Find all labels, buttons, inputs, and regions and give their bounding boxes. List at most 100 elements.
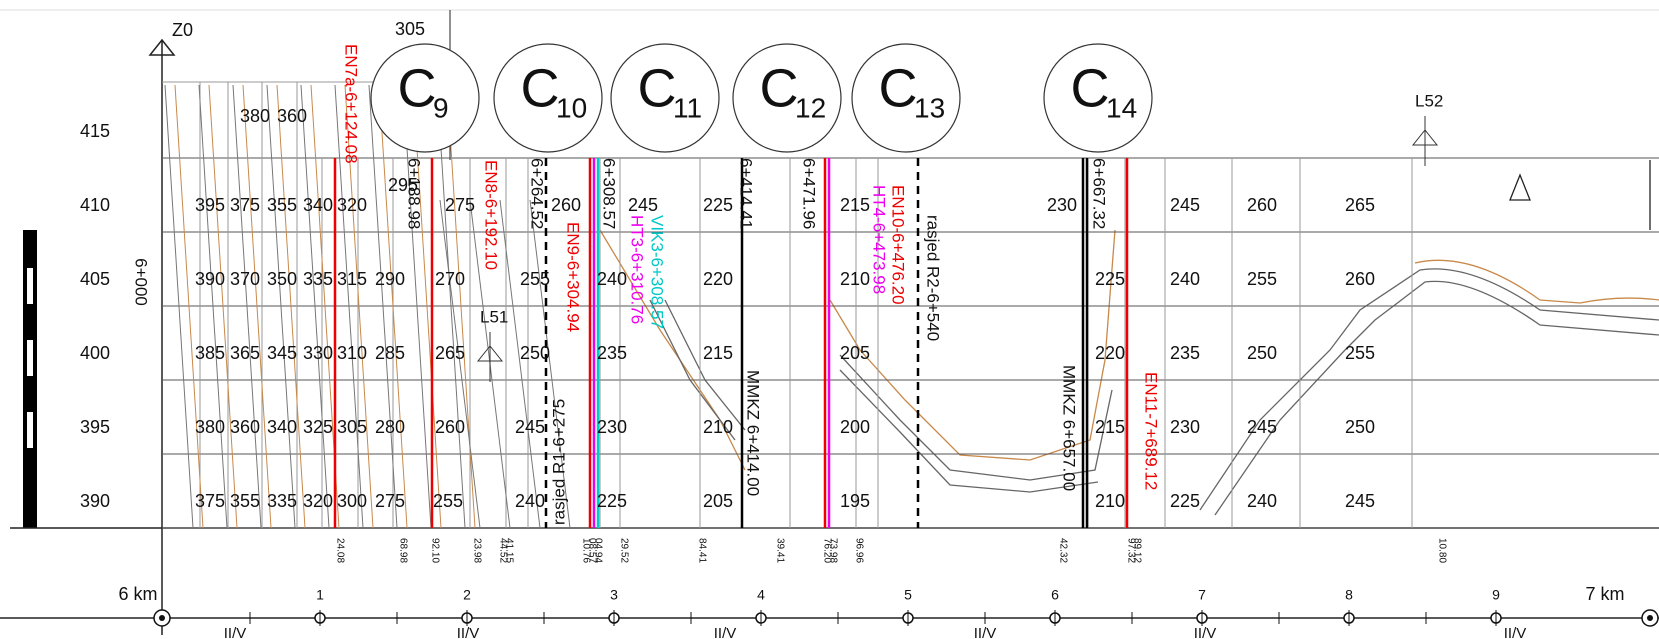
offset-label: 41.15 [503,538,514,563]
contour-value: 205 [840,343,870,363]
contour-value: 310 [337,343,367,363]
contour-value: 360 [230,417,260,437]
contour-value: 225 [1095,269,1125,289]
elevation-label: 405 [80,269,110,289]
curve-letter: C [879,58,918,118]
signal-symbol [1509,160,1651,230]
contour-value: 395 [195,195,225,215]
contour-value: 320 [337,195,367,215]
section-label: II/V [1504,625,1527,639]
contour-value: 290 [375,269,405,289]
contour-value: 260 [551,195,581,215]
km-marker-dot [1647,615,1653,621]
contour-value: 375 [230,195,260,215]
station-label: 6+264.52 [528,158,547,229]
contour-value: 255 [433,491,463,511]
offset-label: 10.76 [580,538,591,563]
axis-tick-label: 2 [463,587,471,603]
curve-letter: C [398,58,437,118]
axis-tick-label: 4 [757,587,765,603]
terrain-line [1414,259,1659,304]
km-label: 6 km [118,584,157,604]
axis-tick-label: 5 [904,587,912,603]
curve-index: 14 [1106,92,1137,123]
contour-value: 335 [303,269,333,289]
offset-label: 42.32 [1057,538,1068,563]
hatch-line [174,84,204,529]
hatch-line [232,84,262,529]
scale-bar-gap [27,340,33,376]
contour-value: 280 [375,417,405,437]
contour-value: 260 [435,417,465,437]
contour-value: 245 [1345,491,1375,511]
contour-value: 355 [230,491,260,511]
station-label: EN10-6+476.20 [889,185,908,305]
contour-value: 220 [703,269,733,289]
contour-value: 255 [1345,343,1375,363]
contour-value: 240 [597,269,627,289]
contour-value: 250 [1345,417,1375,437]
station-label: 6+308.57 [600,158,619,229]
contour-value: 350 [267,269,297,289]
station-label: 6+667.32 [1090,158,1109,229]
contour-value: 285 [375,343,405,363]
contour-value: 250 [1247,343,1277,363]
offset-label: 04.94 [592,538,603,563]
contour-value: 300 [337,491,367,511]
axis-tick-label: 8 [1345,587,1353,603]
curve-index: 9 [433,92,449,123]
top-label: 360 [277,106,307,126]
station-label: EN9-6+304.94 [564,222,583,332]
elevation-label: 415 [80,121,110,141]
elevation-label: 395 [80,417,110,437]
contour-value: 255 [1247,269,1277,289]
axis-tick-label: 7 [1198,587,1206,603]
station-label: 6+414.41 [737,158,756,229]
contour-value: 210 [1095,491,1125,511]
contour-value: 370 [230,269,260,289]
track-line [839,369,1099,493]
hatch-line [266,84,296,529]
hatch-line [276,84,306,529]
terrain-line [829,229,1116,461]
axis-tick-label: 6 [1051,587,1059,603]
contour-value: 250 [520,343,550,363]
hatch-line [164,84,194,529]
offset-label: 39.41 [774,538,785,563]
axis-tick-label: 9 [1492,587,1500,603]
hatch-line [412,84,442,529]
station-label: EN8-6+192.10 [482,160,501,270]
benchmark-label: Z0 [172,20,193,40]
curve-letter: C [521,58,560,118]
offset-label: 24.08 [334,538,345,563]
contour-value: 215 [1095,417,1125,437]
contour-value: 200 [840,417,870,437]
contour-value: 260 [1247,195,1277,215]
point-label: L51 [480,307,508,326]
contour-value: 305 [337,417,367,437]
top-label: 380 [240,106,270,126]
chainage-label: 6+000 [132,258,151,306]
hatch-line [402,84,432,529]
hatch-line [436,84,466,529]
mast-symbol [476,332,504,382]
contour-value: 245 [1170,195,1200,215]
curve-index: 11 [673,92,702,123]
scale-bar [23,230,37,528]
contour-value: 205 [703,491,733,511]
hatch-line [529,199,571,529]
station-label: HT4-6+473.98 [870,185,889,294]
curve-circle [493,43,603,153]
contour-value: 195 [840,491,870,511]
hatch-line [334,84,364,529]
offset-label: 68.98 [397,538,408,563]
offset-label: 73.98 [827,538,838,563]
contour-value: 230 [1047,195,1077,215]
hatch-line [439,199,481,529]
curve-letter: C [760,58,799,118]
elevation-label: 400 [80,343,110,363]
offset-label: 96.96 [853,538,864,563]
contour-value: 380 [195,417,225,437]
contour-value: 355 [267,195,297,215]
terrain-line [599,229,746,471]
